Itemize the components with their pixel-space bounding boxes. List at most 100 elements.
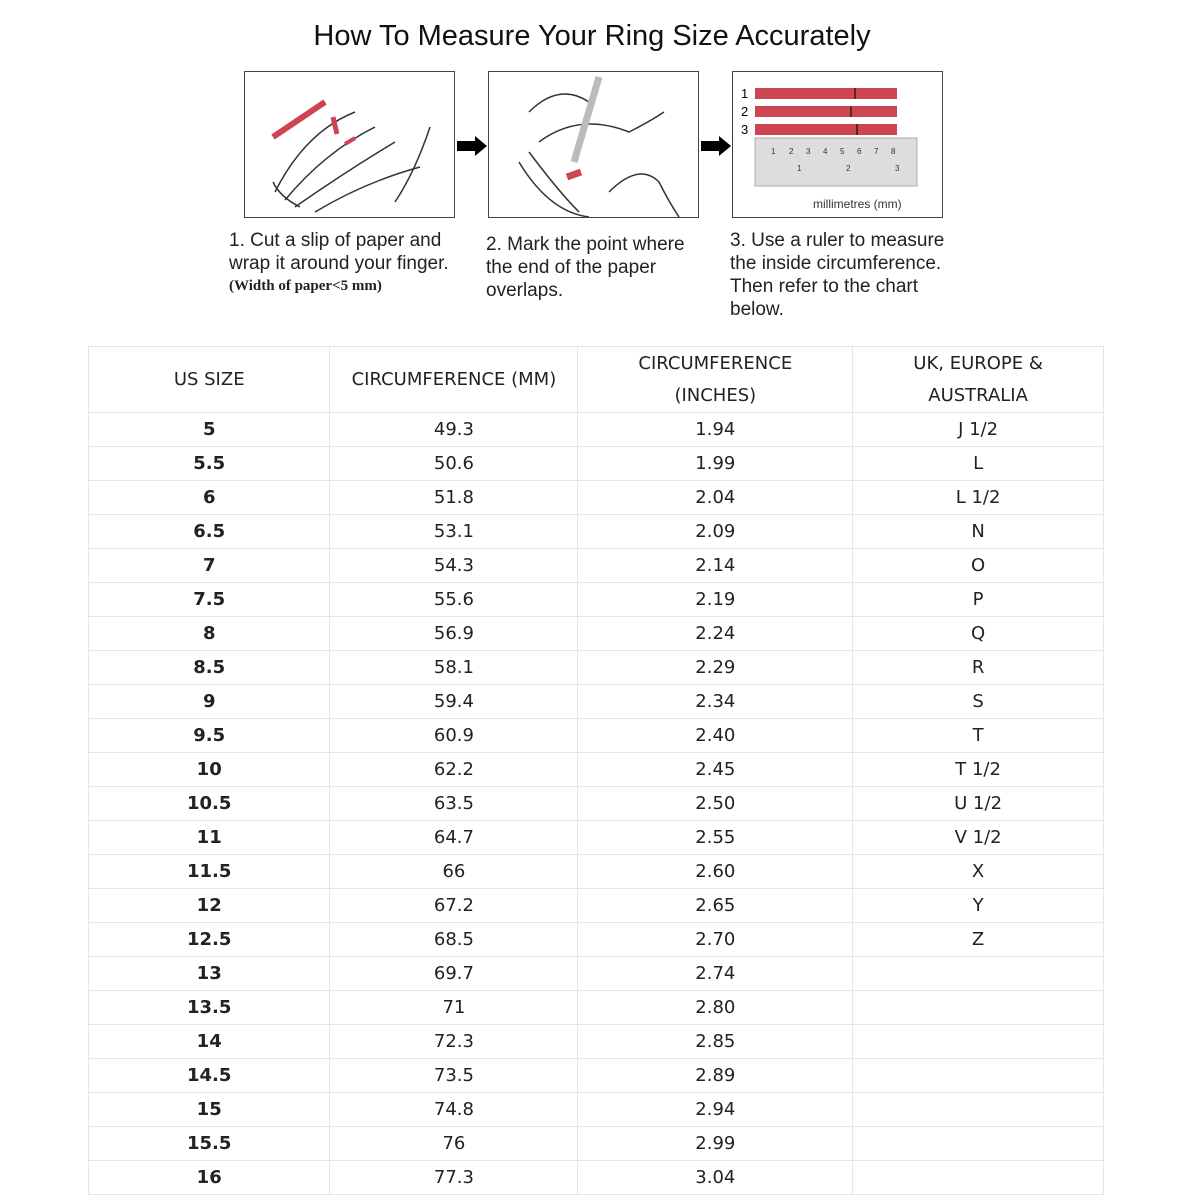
uk-size-cell bbox=[852, 1024, 1104, 1059]
table-row: 14 72.3 2.85 bbox=[87, 1024, 1104, 1059]
ruler-tick: 6 bbox=[857, 147, 862, 156]
uk-size-cell bbox=[852, 1126, 1104, 1161]
uk-size-cell bbox=[852, 1160, 1104, 1195]
table-row: 9 59.4 2.34 S bbox=[87, 684, 1104, 719]
circumference-mm-cell: 72.3 bbox=[329, 1024, 579, 1059]
circumference-mm-cell: 55.6 bbox=[329, 582, 579, 617]
ruler-tick: 1 bbox=[797, 164, 802, 173]
circumference-mm-cell: 50.6 bbox=[329, 446, 579, 481]
uk-size-cell: P bbox=[852, 582, 1104, 617]
us-size-cell: 16 bbox=[87, 1160, 331, 1195]
uk-size-cell: Y bbox=[852, 888, 1104, 923]
circumference-inches-cell: 2.74 bbox=[577, 956, 854, 991]
table-row: 12.5 68.5 2.70 Z bbox=[87, 922, 1104, 957]
uk-size-cell: L 1/2 bbox=[852, 480, 1104, 515]
uk-size-cell: T 1/2 bbox=[852, 752, 1104, 787]
circumference-mm-cell: 74.8 bbox=[329, 1092, 579, 1127]
circumference-inches-cell: 3.04 bbox=[577, 1160, 854, 1195]
table-row: 7.5 55.6 2.19 P bbox=[87, 582, 1104, 617]
table-row: 16 77.3 3.04 bbox=[87, 1160, 1104, 1195]
ruler-tick: 3 bbox=[806, 147, 811, 156]
us-size-cell: 9 bbox=[87, 684, 331, 719]
circumference-inches-cell: 2.50 bbox=[577, 786, 854, 821]
us-size-cell: 15 bbox=[87, 1092, 331, 1127]
table-row: 15.5 76 2.99 bbox=[87, 1126, 1104, 1161]
ring-size-table: US SIZE CIRCUMFERENCE (MM) CIRCUMFERENCE… bbox=[87, 346, 1104, 1195]
circumference-inches-cell: 2.29 bbox=[577, 650, 854, 685]
circumference-mm-cell: 76 bbox=[329, 1126, 579, 1161]
strip-label: 2 bbox=[741, 104, 748, 119]
circumference-inches-cell: 2.99 bbox=[577, 1126, 854, 1161]
circumference-inches-cell: 2.40 bbox=[577, 718, 854, 753]
arrow-right-icon bbox=[701, 136, 731, 156]
us-size-cell: 6.5 bbox=[87, 514, 331, 549]
us-size-cell: 8.5 bbox=[87, 650, 331, 685]
table-row: 5 49.3 1.94 J 1/2 bbox=[87, 412, 1104, 447]
ruler-tick: 2 bbox=[789, 147, 794, 156]
uk-size-cell: J 1/2 bbox=[852, 412, 1104, 447]
circumference-inches-cell: 2.55 bbox=[577, 820, 854, 855]
circumference-inches-cell: 2.45 bbox=[577, 752, 854, 787]
circumference-mm-cell: 58.1 bbox=[329, 650, 579, 685]
circumference-mm-cell: 53.1 bbox=[329, 514, 579, 549]
uk-size-cell: T bbox=[852, 718, 1104, 753]
header-circumference-mm: CIRCUMFERENCE (MM) bbox=[329, 346, 579, 413]
table-row: 11 64.7 2.55 V 1/2 bbox=[87, 820, 1104, 855]
table-row: 11.5 66 2.60 X bbox=[87, 854, 1104, 889]
circumference-mm-cell: 60.9 bbox=[329, 718, 579, 753]
ruler-tick: 3 bbox=[895, 164, 900, 173]
circumference-inches-cell: 2.94 bbox=[577, 1092, 854, 1127]
circumference-mm-cell: 63.5 bbox=[329, 786, 579, 821]
step-3-text: 3. Use a ruler to measure the inside cir… bbox=[730, 230, 945, 320]
circumference-inches-cell: 2.70 bbox=[577, 922, 854, 957]
step-1-note: (Width of paper<5 mm) bbox=[229, 278, 382, 294]
circumference-mm-cell: 62.2 bbox=[329, 752, 579, 787]
header-us-size: US SIZE bbox=[87, 346, 331, 413]
uk-size-cell bbox=[852, 990, 1104, 1025]
circumference-inches-cell: 1.99 bbox=[577, 446, 854, 481]
ruler-tick: 7 bbox=[874, 147, 879, 156]
circumference-inches-cell: 2.34 bbox=[577, 684, 854, 719]
circumference-inches-cell: 2.89 bbox=[577, 1058, 854, 1093]
circumference-mm-cell: 64.7 bbox=[329, 820, 579, 855]
us-size-cell: 11.5 bbox=[87, 854, 331, 889]
uk-size-cell bbox=[852, 1092, 1104, 1127]
circumference-inches-cell: 2.24 bbox=[577, 616, 854, 651]
uk-size-cell: N bbox=[852, 514, 1104, 549]
uk-size-cell: S bbox=[852, 684, 1104, 719]
table-row: 10 62.2 2.45 T 1/2 bbox=[87, 752, 1104, 787]
circumference-mm-cell: 51.8 bbox=[329, 480, 579, 515]
table-row: 15 74.8 2.94 bbox=[87, 1092, 1104, 1127]
circumference-mm-cell: 54.3 bbox=[329, 548, 579, 583]
circumference-mm-cell: 68.5 bbox=[329, 922, 579, 957]
uk-size-cell: Q bbox=[852, 616, 1104, 651]
circumference-mm-cell: 56.9 bbox=[329, 616, 579, 651]
circumference-mm-cell: 77.3 bbox=[329, 1160, 579, 1195]
circumference-mm-cell: 59.4 bbox=[329, 684, 579, 719]
circumference-inches-cell: 2.19 bbox=[577, 582, 854, 617]
us-size-cell: 7 bbox=[87, 548, 331, 583]
circumference-mm-cell: 73.5 bbox=[329, 1058, 579, 1093]
uk-size-cell: U 1/2 bbox=[852, 786, 1104, 821]
uk-size-cell: O bbox=[852, 548, 1104, 583]
uk-size-cell: L bbox=[852, 446, 1104, 481]
arrow-right-icon bbox=[457, 136, 487, 156]
uk-size-cell: X bbox=[852, 854, 1104, 889]
us-size-cell: 9.5 bbox=[87, 718, 331, 753]
ruler-measure-icon: 1 2 3 1 2 3 4 5 6 7 8 1 2 3 millimetres … bbox=[741, 86, 918, 211]
uk-size-cell bbox=[852, 1058, 1104, 1093]
circumference-inches-cell: 2.65 bbox=[577, 888, 854, 923]
us-size-cell: 12 bbox=[87, 888, 331, 923]
us-size-cell: 5 bbox=[87, 412, 331, 447]
ruler-tick: 5 bbox=[840, 147, 845, 156]
us-size-cell: 7.5 bbox=[87, 582, 331, 617]
circumference-inches-cell: 2.14 bbox=[577, 548, 854, 583]
strip-label: 3 bbox=[741, 122, 748, 137]
hand-wrap-paper-icon bbox=[271, 99, 431, 213]
us-size-cell: 12.5 bbox=[87, 922, 331, 957]
circumference-inches-cell: 2.80 bbox=[577, 990, 854, 1025]
us-size-cell: 13.5 bbox=[87, 990, 331, 1025]
step-3: 3. Use a ruler to measure the inside cir… bbox=[730, 229, 965, 321]
table-row: 9.5 60.9 2.40 T bbox=[87, 718, 1104, 753]
us-size-cell: 14 bbox=[87, 1024, 331, 1059]
